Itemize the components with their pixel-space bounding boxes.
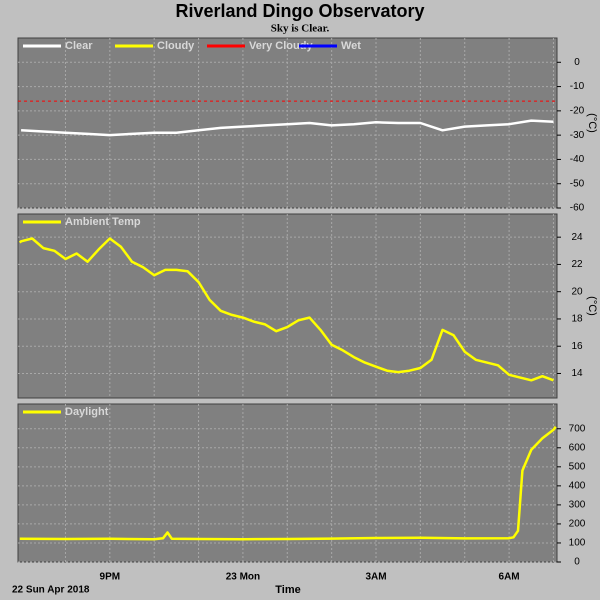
y-tick-label: 300 (569, 500, 586, 511)
y-tick-label: -40 (570, 154, 585, 165)
y-tick-label: 18 (571, 314, 583, 325)
y-tick-label: 500 (569, 461, 586, 472)
y-tick-label: 20 (571, 286, 583, 297)
data-line (19, 426, 557, 541)
x-tick-label: 23 Mon (226, 572, 260, 583)
y-tick-label: 700 (569, 423, 586, 434)
y-tick-label: 14 (571, 368, 583, 379)
y-tick-label: -50 (570, 178, 585, 189)
legend-label: Very Cloudy (249, 40, 313, 52)
y-tick-label: -10 (570, 81, 585, 92)
y-tick-label: 600 (569, 442, 586, 453)
plot-area (17, 403, 558, 563)
x-axis-label: Time (275, 584, 300, 596)
y-tick-label: 22 (571, 259, 583, 270)
y-tick-label: 200 (569, 519, 586, 530)
y-axis-label: (°C) (586, 296, 598, 316)
chart-title: Riverland Dingo Observatory (175, 1, 424, 21)
y-tick-label: -30 (570, 130, 585, 141)
date-label: 22 Sun Apr 2018 (12, 585, 90, 596)
y-tick-label: 16 (571, 341, 583, 352)
legend-label: Ambient Temp (65, 216, 141, 228)
legend-label: Daylight (65, 406, 109, 418)
legend-label: Wet (341, 40, 361, 52)
data-line (21, 119, 554, 137)
legend-label: Clear (65, 40, 93, 52)
x-tick-label: 6AM (499, 572, 520, 583)
y-axis-label: (°C) (586, 113, 598, 133)
y-tick-label: -60 (570, 203, 585, 214)
y-tick-label: -20 (570, 105, 585, 116)
x-tick-label: 9PM (100, 572, 121, 583)
y-tick-label: 0 (574, 57, 580, 68)
data-line (18, 237, 554, 382)
y-tick-label: 24 (571, 232, 583, 243)
y-tick-label: 100 (569, 538, 586, 549)
legend-label: Cloudy (157, 40, 195, 52)
x-tick-label: 3AM (365, 572, 386, 583)
subtitle: Sky is Clear. (271, 23, 330, 35)
y-tick-label: 400 (569, 480, 586, 491)
y-tick-label: 0 (574, 557, 580, 568)
